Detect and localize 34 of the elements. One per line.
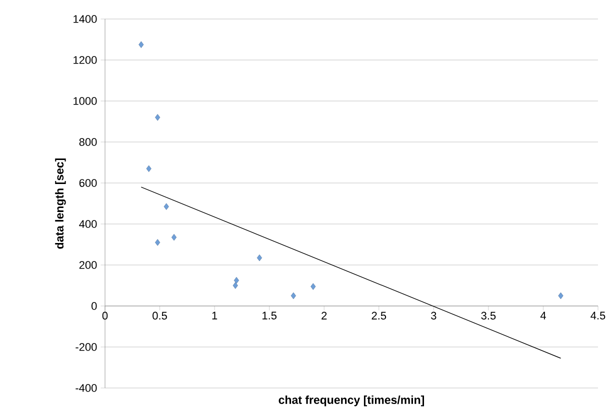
- y-tick-label: 1200: [74, 56, 97, 64]
- point: [146, 165, 152, 172]
- x-tick-label: 3: [431, 312, 436, 320]
- x-tick-label: 3.5: [481, 312, 496, 320]
- y-tick-label: 0: [92, 302, 97, 310]
- y-tick-label: 400: [79, 220, 97, 228]
- x-axis-title: chat frequency [times/min]: [278, 396, 424, 406]
- y-tick-label: 800: [79, 138, 97, 146]
- x-tick-label: 0: [102, 312, 108, 320]
- point: [138, 41, 144, 48]
- x-tick-label: 4: [540, 312, 546, 320]
- y-tick-label: -400: [76, 384, 97, 392]
- x-tick-label: 1.5: [262, 312, 277, 320]
- point: [234, 277, 240, 284]
- point: [171, 234, 177, 241]
- x-tick-label: 0.5: [152, 312, 167, 320]
- y-tick-label: 200: [79, 261, 97, 269]
- point: [155, 239, 160, 246]
- point: [310, 283, 316, 290]
- x-tick-label: 4.5: [590, 312, 606, 320]
- point: [558, 292, 564, 300]
- point: [155, 114, 160, 121]
- y-axis-title: data length [sec]: [55, 158, 66, 249]
- x-tick-label: 2.5: [372, 312, 386, 320]
- y-tick-label: 1000: [74, 97, 97, 105]
- x-tick-label: 2: [322, 312, 327, 320]
- point: [256, 254, 262, 262]
- point: [164, 203, 169, 210]
- point: [290, 292, 296, 300]
- x-tick-label: 1: [212, 312, 218, 320]
- y-tick-label: 1400: [74, 15, 97, 23]
- y-tick-label: -200: [76, 343, 97, 351]
- point: [232, 282, 238, 289]
- y-tick-label: 600: [79, 179, 97, 187]
